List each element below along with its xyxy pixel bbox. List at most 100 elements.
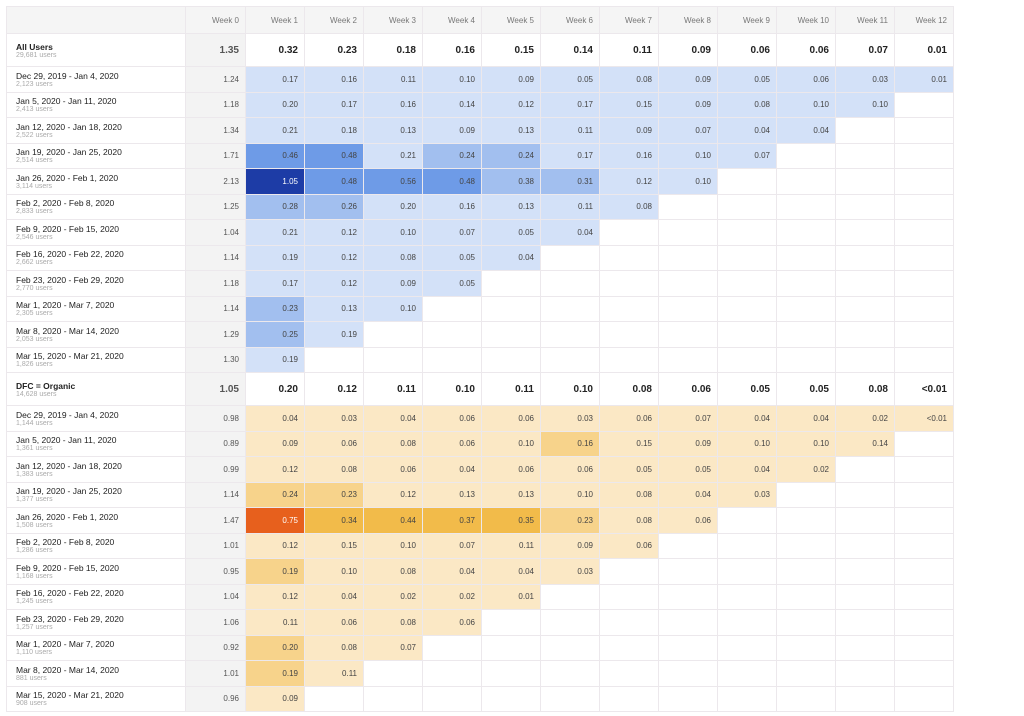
value-cell (481, 634, 541, 661)
value-cell (835, 142, 895, 169)
user-count: 2,546 users (16, 233, 53, 241)
cohort-name: Mar 8, 2020 - Mar 14, 2020 (16, 325, 120, 336)
value-cell: 0.56 (363, 168, 423, 195)
cohort-name: Mar 15, 2020 - Mar 21, 2020 (16, 690, 124, 701)
table-row[interactable]: Feb 9, 2020 - Feb 15, 2020 2,546 users 1.0… (6, 219, 954, 246)
column-header[interactable]: Week 0 (185, 6, 246, 34)
total-cell: 0.10 (540, 372, 600, 406)
value-cell: 0.08 (599, 66, 659, 93)
column-header[interactable]: Week 5 (481, 6, 541, 34)
table-row[interactable]: Jan 5, 2020 - Jan 11, 2020 2,413 users 1.1… (6, 91, 954, 118)
table-row[interactable]: Jan 26, 2020 - Feb 1, 2020 1,508 users 1.4… (6, 507, 954, 534)
value-cell (894, 660, 954, 687)
table-row[interactable]: Feb 9, 2020 - Feb 15, 2020 1,168 users 0.9… (6, 558, 954, 585)
value-cell (835, 321, 895, 348)
table-row[interactable]: Feb 16, 2020 - Feb 22, 2020 1,245 users 1.… (6, 583, 954, 610)
total-cell: 0.06 (658, 372, 718, 406)
total-cell: 0.32 (245, 33, 305, 67)
table-row[interactable]: Feb 23, 2020 - Feb 29, 2020 1,257 users 1.… (6, 609, 954, 636)
column-header[interactable]: Week 8 (658, 6, 718, 34)
column-header[interactable]: Week 9 (717, 6, 777, 34)
value-cell: 1.01 (185, 660, 246, 687)
value-cell: 0.10 (363, 532, 423, 559)
value-cell: 0.48 (304, 168, 364, 195)
value-cell: 0.04 (481, 558, 541, 585)
column-header[interactable]: Week 11 (835, 6, 895, 34)
cohort-name: Jan 5, 2020 - Jan 11, 2020 (16, 96, 117, 107)
table-row[interactable]: Mar 15, 2020 - Mar 21, 2020 1,826 users 1.… (6, 346, 954, 373)
table-row[interactable]: Jan 12, 2020 - Jan 18, 2020 2,522 users 1.… (6, 117, 954, 144)
column-header[interactable]: Week 6 (540, 6, 600, 34)
table-row[interactable]: Mar 8, 2020 - Mar 14, 2020 881 users 1.01 0… (6, 660, 954, 687)
value-cell: 0.07 (422, 532, 482, 559)
value-cell: 0.35 (481, 507, 541, 534)
column-header[interactable]: Week 12 (894, 6, 954, 34)
value-cell: 0.17 (245, 270, 305, 297)
value-cell (717, 270, 777, 297)
table-row[interactable]: Feb 16, 2020 - Feb 22, 2020 2,662 users 1.… (6, 244, 954, 271)
table-row[interactable]: Jan 26, 2020 - Feb 1, 2020 3,114 users 2.1… (6, 168, 954, 195)
user-count: 2,662 users (16, 259, 53, 267)
column-header[interactable]: Week 7 (599, 6, 659, 34)
group-summary-row[interactable]: DFC = Organic 14,628 users 1.05 0.20 0.12 0.1… (6, 372, 954, 406)
value-cell (835, 193, 895, 220)
table-row[interactable]: Feb 23, 2020 - Feb 29, 2020 2,770 users 1.… (6, 270, 954, 297)
value-cell (658, 321, 718, 348)
table-row[interactable]: Dec 29, 2019 - Jan 4, 2020 1,144 users 0.9… (6, 405, 954, 432)
value-cell: 0.06 (422, 609, 482, 636)
value-cell (540, 321, 600, 348)
column-header[interactable]: Week 2 (304, 6, 364, 34)
table-row[interactable]: Mar 8, 2020 - Mar 14, 2020 2,053 users 1.2… (6, 321, 954, 348)
table-row[interactable]: Jan 19, 2020 - Jan 25, 2020 1,377 users 1.… (6, 481, 954, 508)
total-cell: 0.18 (363, 33, 423, 67)
user-count: 2,123 users (16, 80, 53, 88)
value-cell: 0.04 (540, 219, 600, 246)
value-cell: 0.07 (717, 142, 777, 169)
row-label: Feb 16, 2020 - Feb 22, 2020 2,662 users (6, 244, 186, 271)
value-cell: 0.17 (304, 91, 364, 118)
value-cell (894, 117, 954, 144)
table-row[interactable]: Jan 12, 2020 - Jan 18, 2020 1,383 users 0.… (6, 456, 954, 483)
column-header[interactable]: Week 1 (245, 6, 305, 34)
total-cell: 0.15 (481, 33, 541, 67)
value-cell: 0.10 (363, 295, 423, 322)
value-cell: 0.48 (422, 168, 482, 195)
column-header[interactable]: Week 3 (363, 6, 423, 34)
value-cell: 0.14 (422, 91, 482, 118)
user-count: 1,377 users (16, 496, 53, 504)
value-cell (894, 321, 954, 348)
value-cell (658, 244, 718, 271)
value-cell: 0.12 (304, 244, 364, 271)
user-count: 2,770 users (16, 284, 53, 292)
value-cell (894, 609, 954, 636)
table-row[interactable]: Dec 29, 2019 - Jan 4, 2020 2,123 users 1.2… (6, 66, 954, 93)
value-cell: 0.04 (481, 244, 541, 271)
row-label: Mar 15, 2020 - Mar 21, 2020 908 users (6, 685, 186, 712)
user-count: 1,361 users (16, 445, 53, 453)
value-cell (658, 634, 718, 661)
column-header[interactable]: Week 4 (422, 6, 482, 34)
total-cell: 0.10 (422, 372, 482, 406)
user-count: 3,114 users (16, 182, 53, 190)
table-row[interactable]: Mar 1, 2020 - Mar 7, 2020 1,110 users 0.92… (6, 634, 954, 661)
table-row[interactable]: Feb 2, 2020 - Feb 8, 2020 1,286 users 1.01… (6, 532, 954, 559)
table-row[interactable]: Mar 1, 2020 - Mar 7, 2020 2,305 users 1.14… (6, 295, 954, 322)
value-cell (658, 532, 718, 559)
table-row[interactable]: Feb 2, 2020 - Feb 8, 2020 2,833 users 1.25… (6, 193, 954, 220)
value-cell: 0.10 (835, 91, 895, 118)
value-cell: 0.07 (422, 219, 482, 246)
row-label: Jan 19, 2020 - Jan 25, 2020 2,514 users (6, 142, 186, 169)
cohort-name: Jan 5, 2020 - Jan 11, 2020 (16, 435, 117, 446)
table-row[interactable]: Mar 15, 2020 - Mar 21, 2020 908 users 0.96… (6, 685, 954, 712)
group-summary-row[interactable]: All Users 29,681 users 1.35 0.32 0.23 0.18 0.1… (6, 33, 954, 67)
row-label: All Users 29,681 users (6, 33, 186, 67)
value-cell: 0.07 (658, 405, 718, 432)
column-header[interactable]: Week 10 (776, 6, 836, 34)
cohort-name: Feb 16, 2020 - Feb 22, 2020 (16, 249, 124, 260)
total-cell: 0.11 (481, 372, 541, 406)
row-label: Dec 29, 2019 - Jan 4, 2020 1,144 users (6, 405, 186, 432)
value-cell: 1.06 (185, 609, 246, 636)
table-row[interactable]: Jan 19, 2020 - Jan 25, 2020 2,514 users 1.… (6, 142, 954, 169)
value-cell (658, 270, 718, 297)
table-row[interactable]: Jan 5, 2020 - Jan 11, 2020 1,361 users 0.8… (6, 430, 954, 457)
